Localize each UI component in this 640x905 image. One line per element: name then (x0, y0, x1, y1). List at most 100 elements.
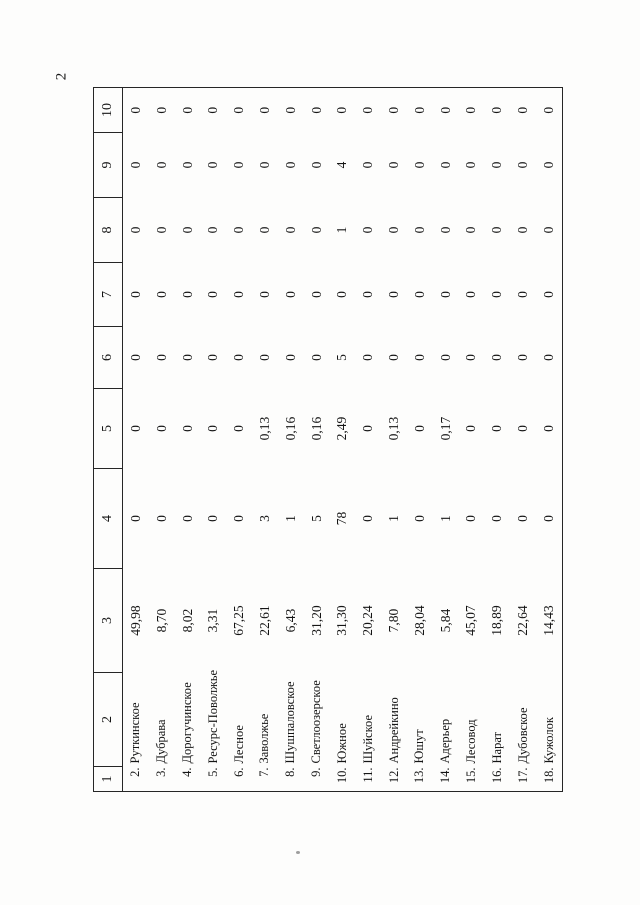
value-cell: 0 (515, 425, 531, 432)
value-cell: 1 (437, 515, 453, 522)
value-cell: 0 (256, 291, 272, 298)
column-header: 1 (93, 766, 123, 792)
value-cell: 0 (489, 226, 505, 234)
table-row: 4. Дорогучинское 8,02 0 0 0 0 0 0 0 (175, 88, 201, 792)
value-cell: 0 (489, 354, 505, 361)
value-cell: 0 (282, 291, 298, 298)
value-cell: 0 (127, 425, 143, 432)
value-cell: 0 (205, 354, 221, 361)
value-cell: 0 (308, 291, 324, 298)
value-cell: 0 (541, 226, 556, 234)
value-cell: 0 (127, 106, 143, 114)
value-cell: 0 (334, 291, 350, 298)
value-cell: 0 (231, 425, 247, 432)
value-cell: 0 (308, 226, 324, 234)
page-number: 2 (53, 72, 70, 81)
value-cell: 0 (541, 515, 556, 522)
value-cell: 0 (463, 425, 479, 432)
value-cell: 0 (256, 226, 272, 234)
name-cell: Дубовское (515, 707, 530, 764)
value-cell: 0 (515, 515, 531, 522)
value-cell: 0 (437, 354, 453, 361)
value-cell: 8,02 (179, 608, 195, 633)
row-number-cell: 15. (463, 767, 478, 784)
value-cell: 0 (334, 106, 350, 114)
name-cell: Лесовод (463, 719, 478, 764)
value-cell: 0 (437, 161, 453, 169)
value-cell: 78 (334, 511, 350, 526)
table-row: 6. Лесное 67,25 0 0 0 0 0 0 0 (226, 88, 252, 792)
name-cell: Руткинское (128, 702, 143, 764)
value-cell: 0 (541, 425, 556, 432)
value-cell: 0 (541, 106, 556, 114)
value-cell: 0 (360, 161, 376, 169)
value-cell: 49,98 (127, 605, 143, 636)
value-cell: 5,84 (437, 608, 453, 633)
column-header: 9 (93, 132, 123, 198)
value-cell: 1 (386, 515, 402, 522)
value-cell: 0 (360, 226, 376, 234)
scan-artifact-dot (296, 851, 300, 854)
value-cell: 0 (282, 354, 298, 361)
value-cell: 8,70 (153, 608, 169, 633)
value-cell: 0,16 (308, 416, 324, 441)
row-number-cell: 8. (283, 767, 298, 777)
value-cell: 0 (541, 161, 556, 169)
value-cell: 0 (541, 354, 556, 361)
value-cell: 0 (463, 291, 479, 298)
value-cell: 0 (386, 161, 402, 169)
value-cell: 0 (256, 161, 272, 169)
value-cell: 0 (411, 291, 427, 298)
value-cell: 0 (411, 226, 427, 234)
value-cell: 0 (231, 106, 247, 114)
value-cell: 0 (463, 354, 479, 361)
name-cell: Нарат (489, 731, 504, 764)
column-header: 7 (93, 262, 123, 327)
value-cell: 0 (282, 106, 298, 114)
value-cell: 0 (515, 161, 531, 169)
value-cell: 0,17 (437, 416, 453, 441)
name-cell: Светлоозерское (309, 680, 324, 764)
value-cell: 0 (515, 291, 531, 298)
value-cell: 0 (386, 106, 402, 114)
value-cell: 0 (256, 106, 272, 114)
value-cell: 0 (205, 291, 221, 298)
value-cell: 0 (489, 106, 505, 114)
column-header: 8 (93, 197, 123, 263)
value-cell: 0 (515, 354, 531, 361)
value-cell: 0 (153, 161, 169, 169)
value-cell: 0,16 (282, 416, 298, 441)
value-cell: 4 (334, 161, 350, 169)
value-cell: 0 (386, 354, 402, 361)
value-cell: 0 (360, 106, 376, 114)
row-number-cell: 12. (386, 767, 401, 784)
value-cell: 0 (308, 106, 324, 114)
value-cell: 0 (127, 161, 143, 169)
row-number-cell: 13. (412, 767, 427, 784)
value-cell: 0 (308, 161, 324, 169)
value-cell: 0 (360, 291, 376, 298)
value-cell: 0 (231, 354, 247, 361)
row-number-cell: 4. (180, 767, 195, 777)
value-cell: 0,13 (386, 416, 402, 441)
name-cell: Андрейкино (386, 697, 401, 764)
value-cell: 0 (179, 354, 195, 361)
value-cell: 0 (153, 226, 169, 234)
value-cell: 0 (489, 515, 505, 522)
value-cell: 0 (411, 161, 427, 169)
value-cell: 0 (489, 161, 505, 169)
name-cell: Лесное (231, 725, 246, 764)
value-cell: 0 (489, 425, 505, 432)
value-cell: 0 (231, 291, 247, 298)
table-row: 17. Дубовское 22,64 0 0 0 0 0 0 0 (510, 88, 536, 792)
value-cell: 0 (205, 226, 221, 234)
row-number-cell: 9. (309, 767, 324, 777)
value-cell: 0 (541, 291, 556, 298)
value-cell: 67,25 (231, 605, 247, 636)
name-cell: Заволжье (257, 713, 272, 764)
value-cell: 0 (463, 515, 479, 522)
table-row: 9. Светлоозерское 31,20 5 0,16 0 0 0 0 0 (304, 88, 330, 792)
value-cell: 0 (411, 515, 427, 522)
value-cell: 28,04 (411, 605, 427, 636)
